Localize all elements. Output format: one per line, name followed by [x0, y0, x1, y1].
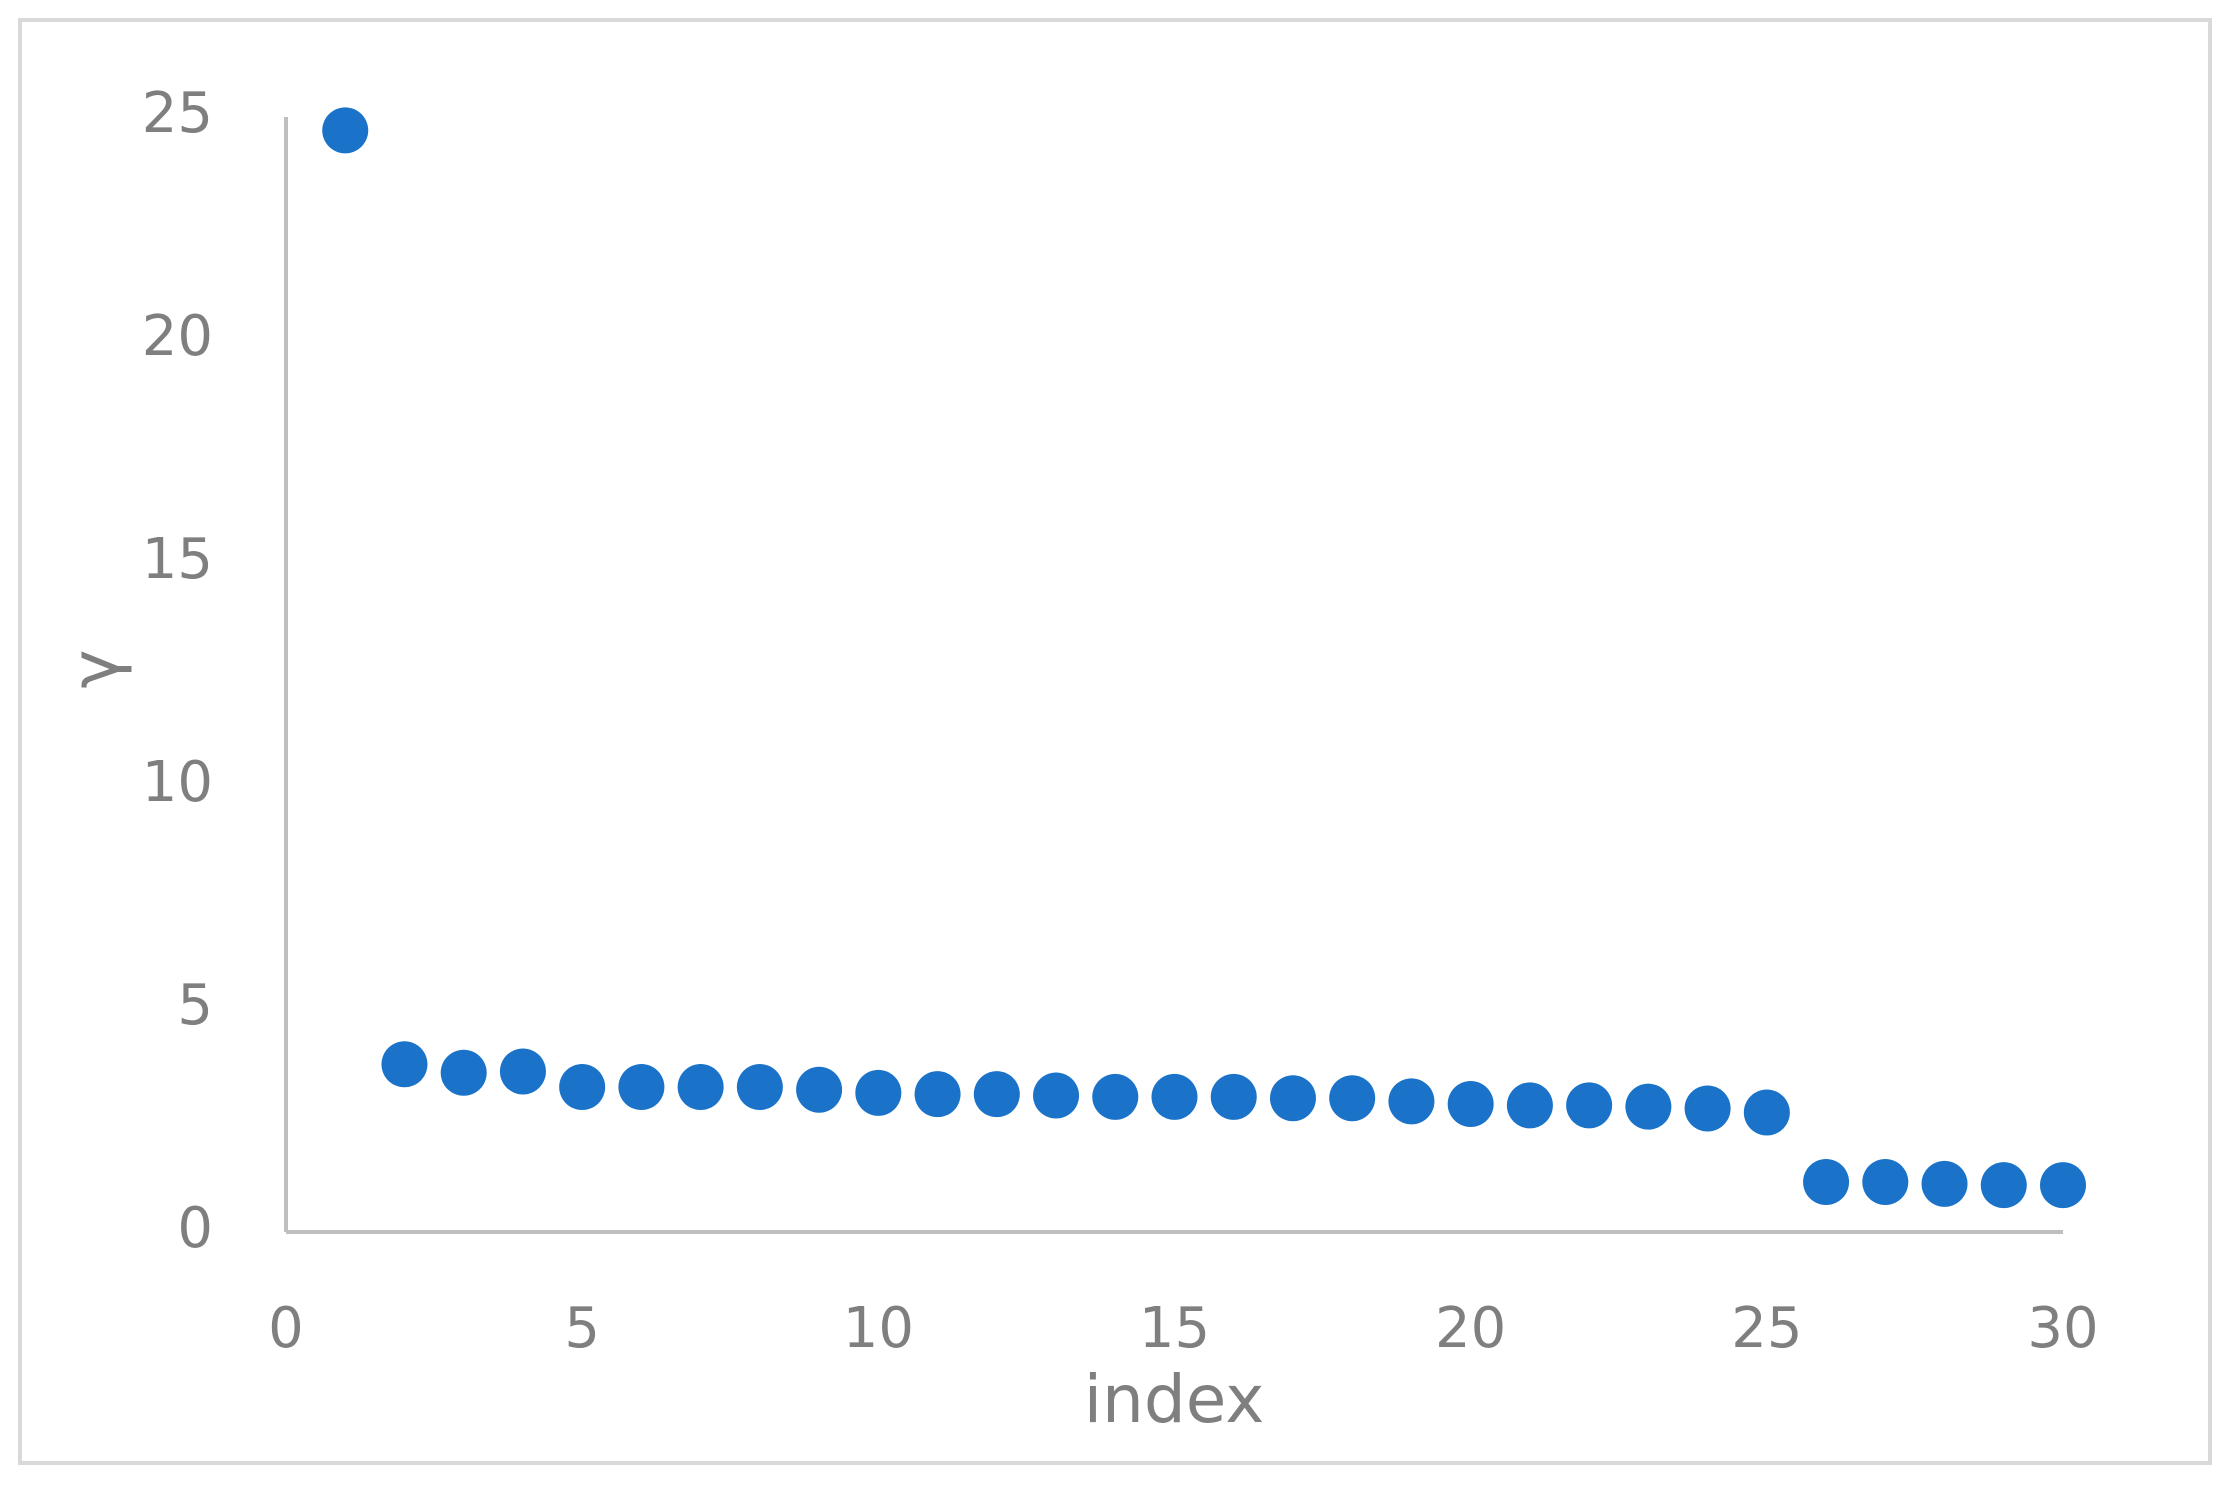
- x-tick-label: 0: [268, 1296, 304, 1361]
- data-point: [914, 1071, 961, 1118]
- y-tick-label: 15: [142, 527, 213, 592]
- data-point: [1862, 1159, 1909, 1206]
- data-point: [1388, 1078, 1435, 1125]
- y-tick-label: 20: [142, 304, 213, 369]
- x-tick-label: 15: [1139, 1296, 1210, 1361]
- data-point: [1921, 1160, 1968, 1207]
- data-point: [677, 1064, 724, 1111]
- data-point: [1566, 1082, 1613, 1129]
- x-tick-label: 30: [2027, 1296, 2098, 1361]
- data-point: [736, 1064, 783, 1111]
- data-point: [499, 1048, 546, 1095]
- data-point: [381, 1041, 428, 1088]
- y-axis-title: γ: [57, 649, 134, 688]
- data-point: [1803, 1159, 1850, 1206]
- data-point: [1625, 1083, 1672, 1130]
- x-tick-label: 10: [843, 1296, 914, 1361]
- x-tick-label: 5: [564, 1296, 600, 1361]
- data-point: [1151, 1073, 1198, 1120]
- y-tick-label: 25: [142, 81, 213, 146]
- data-point: [1269, 1075, 1316, 1122]
- data-point: [322, 107, 369, 154]
- chart-border: [18, 18, 2212, 1465]
- y-tick-label: 5: [177, 973, 213, 1038]
- x-axis-title: index: [1084, 1361, 1265, 1438]
- data-point: [1506, 1082, 1553, 1129]
- data-point: [796, 1066, 843, 1113]
- data-point: [2040, 1162, 2086, 1209]
- x-tick-label: 20: [1435, 1296, 1506, 1361]
- data-point: [1329, 1075, 1376, 1122]
- data-point: [559, 1064, 606, 1111]
- data-point: [855, 1069, 902, 1116]
- y-tick-label: 0: [177, 1196, 213, 1261]
- data-point: [440, 1049, 487, 1096]
- data-point: [618, 1064, 665, 1111]
- data-point: [1447, 1080, 1494, 1127]
- data-point: [1033, 1072, 1080, 1119]
- data-point: [973, 1071, 1020, 1118]
- data-point: [1210, 1073, 1257, 1120]
- data-point: [1684, 1085, 1731, 1132]
- y-tick-label: 10: [142, 750, 213, 815]
- data-point: [1743, 1089, 1790, 1136]
- x-tick-label: 25: [1731, 1296, 1802, 1361]
- data-point: [1092, 1073, 1139, 1120]
- data-point: [1980, 1162, 2027, 1209]
